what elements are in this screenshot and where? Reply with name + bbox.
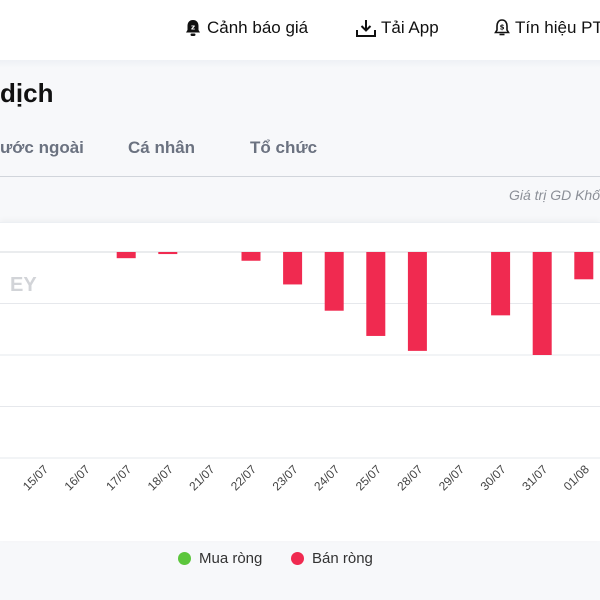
download-icon: [355, 18, 377, 38]
x-tick-label: 17/07: [103, 462, 134, 493]
tab-foreign[interactable]: ước ngoài: [0, 138, 84, 157]
x-tick-label: 15/07: [20, 462, 51, 493]
net-trading-chart: EY 15/07 16/07 17/07 18/07 21/07 22/07 23/07 24…: [0, 251, 600, 493]
chart-watermark: EY: [10, 274, 37, 296]
x-tick-label: 24/07: [311, 462, 342, 493]
bar-17-07[interactable]: [116, 252, 136, 259]
bar-30-07[interactable]: [491, 252, 511, 316]
tabs-divider: [0, 176, 600, 177]
signals-label: Tín hiệu PT: [515, 18, 600, 37]
top-navigation: z Cảnh báo giá Tải App $ Tín hiệu PT: [0, 0, 600, 60]
signal-bell-icon: $: [493, 18, 511, 38]
legend-buy[interactable]: Mua ròng: [178, 550, 262, 567]
legend-sell[interactable]: Bán ròng: [291, 550, 373, 567]
legend-buy-dot: [178, 552, 191, 565]
x-tick-label: 25/07: [353, 462, 384, 493]
x-tick-label: 31/07: [519, 462, 550, 493]
price-alert-link[interactable]: z Cảnh báo giá: [183, 18, 308, 38]
legend-sell-dot: [291, 552, 304, 565]
x-tick-label: 29/07: [436, 462, 467, 493]
page-title: dịch: [0, 78, 54, 108]
x-tick-label: 30/07: [478, 462, 509, 493]
tab-individual[interactable]: Cá nhân: [128, 138, 196, 157]
x-tick-label: 23/07: [270, 462, 301, 493]
bar-25-07[interactable]: [366, 252, 386, 336]
signals-link[interactable]: $ Tín hiệu PT: [493, 18, 600, 38]
bar-28-07[interactable]: [407, 252, 427, 351]
legend-sell-label: Bán ròng: [312, 550, 373, 567]
x-tick-label: 16/07: [62, 462, 93, 493]
svg-text:$: $: [500, 24, 505, 32]
tab-institution[interactable]: Tổ chức: [250, 138, 318, 157]
card-top-shadow: [0, 60, 600, 68]
bar-22-07[interactable]: [241, 252, 261, 261]
x-tick-label: 28/07: [394, 462, 425, 493]
unit-note: Giá trị GD Khố: [508, 187, 600, 203]
x-tick-label: 01/08: [561, 462, 592, 493]
chart-legend: Mua ròng Bán ròng: [0, 550, 600, 570]
download-app-link[interactable]: Tải App: [355, 18, 439, 38]
svg-text:z: z: [191, 24, 195, 32]
x-tick-label: 22/07: [228, 462, 259, 493]
legend-buy-label: Mua ròng: [199, 550, 263, 567]
price-alert-label: Cảnh báo giá: [207, 18, 309, 37]
x-tick-label: 18/07: [145, 462, 176, 493]
bar-18-07[interactable]: [158, 252, 178, 255]
bar-31-07[interactable]: [532, 252, 552, 355]
bar-23-07[interactable]: [283, 252, 303, 285]
x-tick-label: 21/07: [186, 462, 217, 493]
bar-24-07[interactable]: [324, 252, 344, 311]
alarm-bell-icon: z: [183, 18, 203, 38]
download-app-label: Tải App: [381, 18, 439, 37]
chart-panel: EY 15/07 16/07 17/07 18/07 21/07 22/07 23/07 24…: [0, 222, 600, 541]
bar-01-08[interactable]: [574, 252, 594, 280]
